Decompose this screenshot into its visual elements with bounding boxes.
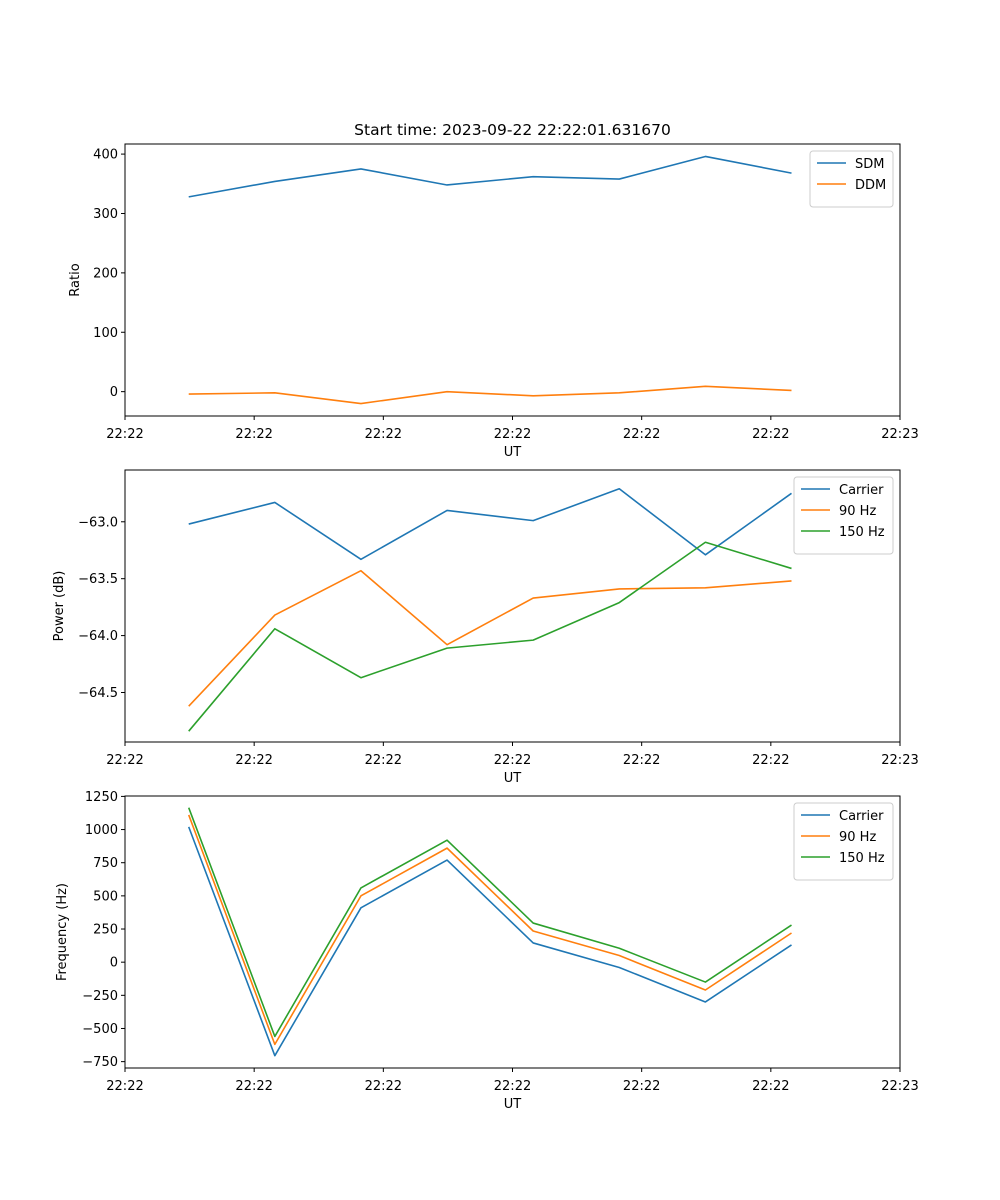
legend-label: DDM — [855, 178, 886, 193]
x-axis-label: UT — [504, 445, 522, 460]
y-tick-label: −63.5 — [78, 572, 118, 587]
legend-label: 90 Hz — [839, 504, 876, 519]
x-tick-label: 22:22 — [106, 427, 143, 442]
y-tick-label: −64.5 — [78, 686, 118, 701]
x-tick-label: 22:22 — [235, 427, 272, 442]
series-line-150-hz — [188, 541, 792, 732]
axes-frame — [124, 143, 901, 417]
x-axis-label: UT — [504, 1097, 522, 1112]
series-line-90-hz — [187, 814, 792, 1046]
y-axis-label: Ratio — [68, 263, 83, 296]
series-line-carrier — [188, 487, 792, 561]
y-tick-label: 200 — [93, 266, 118, 281]
x-tick-label: 22:22 — [752, 427, 789, 442]
series-line-90-hz — [188, 569, 792, 707]
legend: SDM DDM — [809, 150, 894, 208]
legend-label: 150 Hz — [839, 525, 885, 540]
legend-box — [793, 476, 894, 555]
x-tick-label: 22:22 — [623, 753, 660, 768]
legend: Carrier 90 Hz 150 Hz — [793, 476, 894, 555]
x-tick-label: 22:23 — [881, 1079, 918, 1094]
y-tick-label: −750 — [82, 1055, 118, 1070]
y-tick-label: −64.0 — [78, 629, 118, 644]
y-tick-label: −63.0 — [78, 515, 118, 530]
legend-box — [793, 802, 894, 881]
x-tick-label: 22:22 — [235, 1079, 272, 1094]
x-tick-label: 22:22 — [494, 753, 531, 768]
x-tick-label: 22:22 — [365, 753, 402, 768]
series-line-ddm — [188, 385, 792, 405]
series-line-sdm — [188, 155, 792, 198]
legend-label: 90 Hz — [839, 830, 876, 845]
x-tick-label: 22:22 — [106, 1079, 143, 1094]
x-tick-label: 22:22 — [106, 753, 143, 768]
x-tick-label: 22:22 — [752, 1079, 789, 1094]
y-axis-label: Power (dB) — [52, 571, 67, 642]
legend: Carrier 90 Hz 150 Hz — [793, 802, 894, 881]
y-tick-label: −250 — [82, 989, 118, 1004]
series-line-150-hz — [187, 807, 792, 1038]
y-tick-label: 500 — [93, 889, 118, 904]
y-axis-label: Frequency (Hz) — [55, 883, 70, 981]
x-tick-label: 22:22 — [623, 1079, 660, 1094]
y-tick-label: 1000 — [85, 823, 118, 838]
x-tick-label: 22:22 — [752, 753, 789, 768]
axes-frame — [124, 795, 901, 1069]
y-tick-label: 100 — [93, 326, 118, 341]
legend-label: 150 Hz — [839, 851, 885, 866]
chart-title: Start time: 2023-09-22 22:22:01.631670 — [354, 121, 671, 139]
plot-1: 22:22 22:22 22:22 22:22 22:22 22:22 22:23 0 100 2… — [68, 121, 919, 460]
y-tick-label: −500 — [82, 1022, 118, 1037]
legend-box — [809, 150, 894, 208]
y-tick-label: 1250 — [85, 790, 118, 805]
x-tick-label: 22:23 — [881, 427, 918, 442]
y-tick-label: 300 — [93, 207, 118, 222]
y-tick-label: 750 — [93, 856, 118, 871]
legend-label: Carrier — [839, 483, 884, 498]
x-tick-label: 22:22 — [365, 1079, 402, 1094]
x-tick-label: 22:22 — [235, 753, 272, 768]
series-line-carrier — [187, 826, 792, 1057]
legend-label: SDM — [855, 157, 884, 172]
plot-2: 22:22 22:22 22:22 22:22 22:22 22:22 22:23 −63.0… — [52, 469, 919, 786]
x-tick-label: 22:22 — [494, 1079, 531, 1094]
x-tick-label: 22:23 — [881, 753, 918, 768]
y-tick-label: 400 — [93, 148, 118, 163]
plot-3: 22:22 22:22 22:22 22:22 22:22 22:22 22:23 1250 1… — [55, 790, 919, 1112]
legend-label: Carrier — [839, 809, 884, 824]
y-tick-label: 250 — [93, 923, 118, 938]
y-tick-label: 0 — [110, 385, 118, 400]
y-tick-label: 0 — [110, 956, 118, 971]
x-tick-label: 22:22 — [365, 427, 402, 442]
x-tick-label: 22:22 — [623, 427, 660, 442]
x-tick-label: 22:22 — [494, 427, 531, 442]
x-axis-label: UT — [504, 771, 522, 786]
